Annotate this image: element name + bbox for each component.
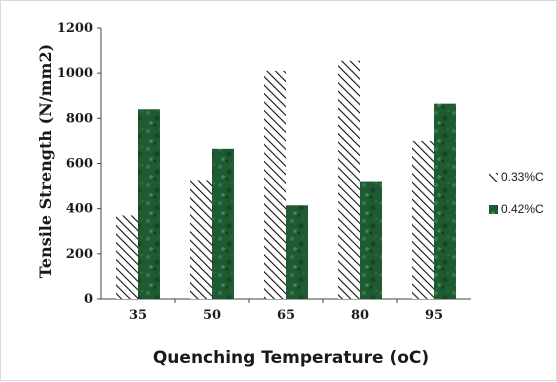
x-tick-label: 95 bbox=[425, 308, 443, 323]
y-tick-label: 600 bbox=[66, 157, 93, 172]
bar-series-2 bbox=[434, 103, 456, 299]
bar-series-2 bbox=[138, 109, 160, 299]
x-tick-label: 80 bbox=[351, 308, 369, 323]
bar-series-1 bbox=[116, 215, 138, 299]
y-tick-label: 0 bbox=[84, 292, 93, 307]
y-tick-label: 800 bbox=[66, 111, 93, 126]
y-tick-label: 1200 bbox=[57, 21, 93, 36]
plot-area: 0 200 400 600 800 1000 1200 35 50 65 80 95 bbox=[57, 21, 471, 323]
bar-series-1 bbox=[264, 70, 286, 300]
legend-label: 0.42%C bbox=[501, 202, 544, 216]
bar-series-2 bbox=[286, 205, 308, 299]
legend-swatch bbox=[489, 173, 498, 182]
bar-series-1 bbox=[190, 180, 212, 299]
y-tick-label: 1000 bbox=[57, 66, 93, 81]
bar-series-2 bbox=[212, 148, 234, 299]
bar-series-1 bbox=[412, 140, 434, 299]
legend-label: 0.33%C bbox=[501, 170, 544, 184]
legend: 0.33%C 0.42%C bbox=[489, 170, 544, 216]
y-axis-title: Tensile Strength (N/mm2) bbox=[36, 44, 55, 278]
bar-series-2 bbox=[360, 181, 382, 299]
y-tick-label: 200 bbox=[66, 247, 93, 262]
bar-series-1 bbox=[338, 60, 360, 299]
legend-swatch bbox=[489, 205, 498, 214]
x-tick-label: 35 bbox=[129, 308, 147, 323]
x-tick-label: 65 bbox=[277, 308, 295, 323]
x-axis-title: Quenching Temperature (oC) bbox=[153, 348, 429, 368]
y-tick-label: 400 bbox=[66, 202, 93, 217]
x-tick-label: 50 bbox=[203, 308, 221, 323]
